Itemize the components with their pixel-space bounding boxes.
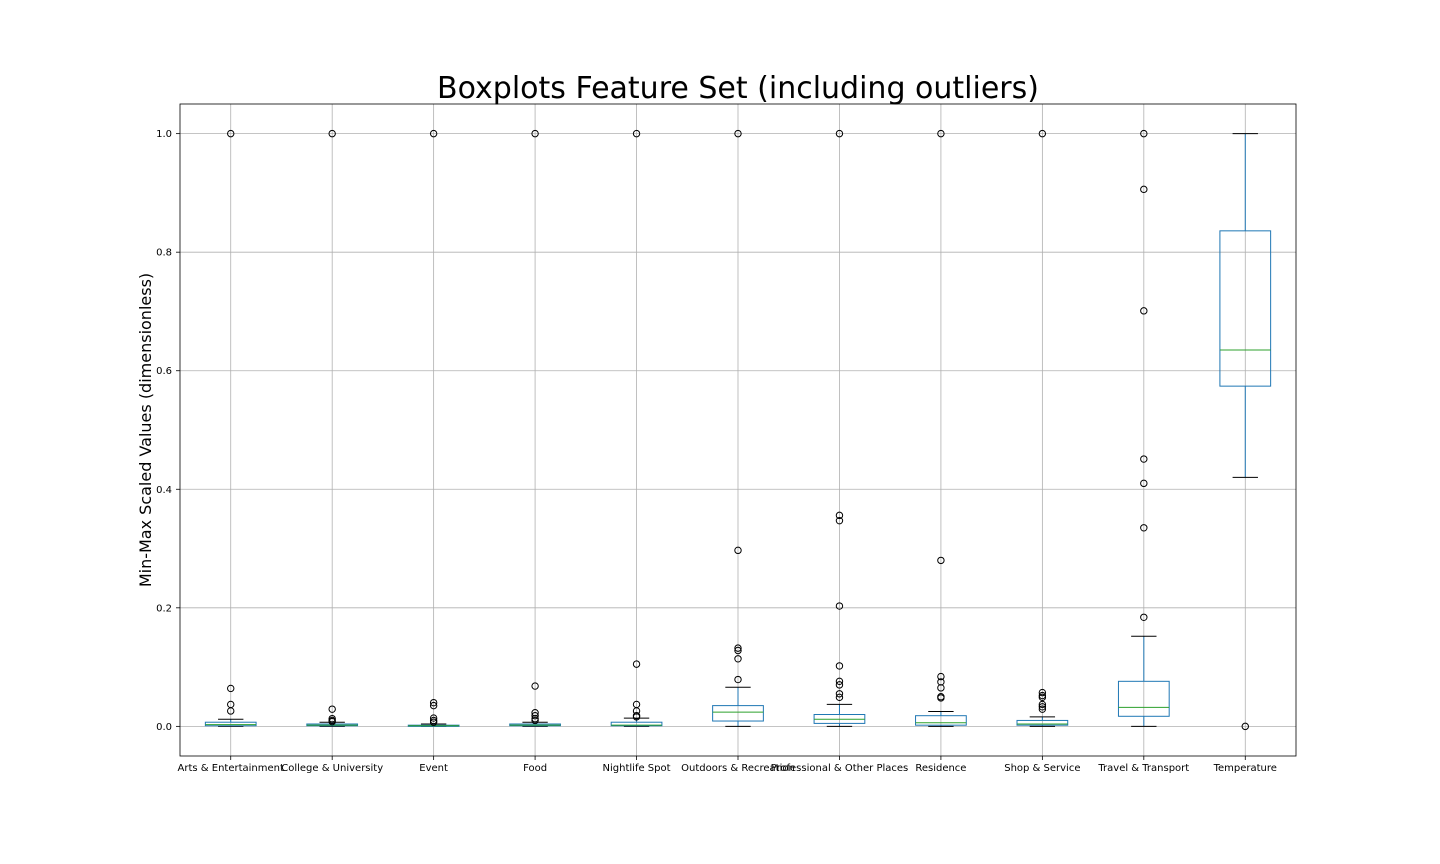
y-tick-label: 0.0 [156, 722, 172, 733]
flier-point [937, 694, 945, 702]
flier-point [734, 129, 742, 138]
x-tick-label: Arts & Entertainment [178, 763, 284, 774]
flier-point [937, 129, 945, 138]
flier-point [1038, 703, 1047, 711]
flier-point [1140, 524, 1148, 532]
flier-point [1140, 479, 1148, 488]
box [204, 721, 257, 727]
x-tick-label: Nightlife Spot [603, 763, 671, 774]
flier-point [531, 716, 539, 725]
flier-point [531, 682, 539, 690]
x-tick-label: Shop & Service [1004, 763, 1080, 774]
flier-point [429, 718, 438, 726]
y-tick-label: 0.8 [156, 248, 172, 259]
flier-point [937, 672, 945, 681]
flier-point [1038, 129, 1047, 138]
flier-point [937, 684, 945, 692]
flier-point [1038, 688, 1047, 697]
flier-point [429, 698, 438, 707]
x-tick-label: College & University [281, 763, 383, 774]
x-tick-label: Travel & Transport [1097, 763, 1189, 774]
flier-point [835, 677, 844, 686]
box [1016, 719, 1069, 726]
flier-point [1140, 307, 1148, 315]
y-axis-ticks: 0.0 0.2 0.4 0.6 0.8 1.0 [156, 129, 180, 733]
flier-point [328, 717, 336, 726]
flier-point [835, 690, 844, 698]
flier-point [835, 511, 844, 520]
box [1117, 680, 1170, 717]
flier-point [835, 693, 844, 702]
flier-point [227, 684, 235, 693]
boxes-layer [204, 133, 1272, 727]
flier-point [937, 556, 945, 565]
flier-point [734, 675, 742, 684]
flier-point [632, 713, 641, 721]
flier-point [227, 707, 235, 715]
flier-point [328, 129, 336, 138]
flier-point [632, 129, 641, 138]
flier-point [1140, 455, 1148, 463]
flier-point [835, 662, 844, 670]
flier-point [1038, 705, 1047, 713]
flier-point [1140, 185, 1148, 194]
flier-point [531, 711, 539, 720]
flier-point [531, 129, 539, 138]
flier-point [429, 714, 438, 722]
grid-lines [180, 104, 1296, 756]
flier-point [632, 660, 641, 668]
flier-point [734, 644, 742, 652]
flier-point [227, 129, 235, 138]
x-tick-label: Residence [915, 763, 966, 774]
x-tick-label: Food [523, 763, 547, 774]
flier-point [429, 129, 438, 138]
flier-point [734, 655, 742, 663]
flier-point [835, 681, 844, 689]
y-tick-label: 1.0 [156, 129, 172, 140]
flier-point [328, 705, 336, 713]
y-tick-label: 0.4 [156, 485, 172, 496]
y-axis-label: Min-Max Scaled Values (dimensionless) [136, 273, 155, 587]
flier-point [734, 546, 742, 555]
chart-title: Boxplots Feature Set (including outliers… [437, 71, 1039, 106]
flier-point [1038, 693, 1047, 702]
x-tick-label: Temperature [1213, 763, 1277, 774]
flier-point [1241, 722, 1249, 731]
x-tick-label: Outdoors & Recreation [681, 763, 795, 774]
box [610, 721, 663, 727]
fliers-layer [227, 129, 1249, 731]
flier-point [1140, 129, 1148, 138]
box [1219, 230, 1272, 387]
y-tick-label: 0.2 [156, 603, 172, 614]
flier-point [1140, 613, 1148, 622]
flier-point [429, 701, 438, 710]
x-tick-label: Professional & Other Places [771, 763, 909, 774]
box [712, 705, 764, 722]
flier-point [835, 516, 844, 525]
flier-point [835, 129, 844, 138]
y-tick-label: 0.6 [156, 366, 172, 377]
x-tick-label: Event [419, 763, 448, 774]
box [915, 715, 967, 726]
flier-point [1038, 700, 1047, 709]
flier-point [835, 602, 844, 610]
flier-point [734, 646, 742, 655]
